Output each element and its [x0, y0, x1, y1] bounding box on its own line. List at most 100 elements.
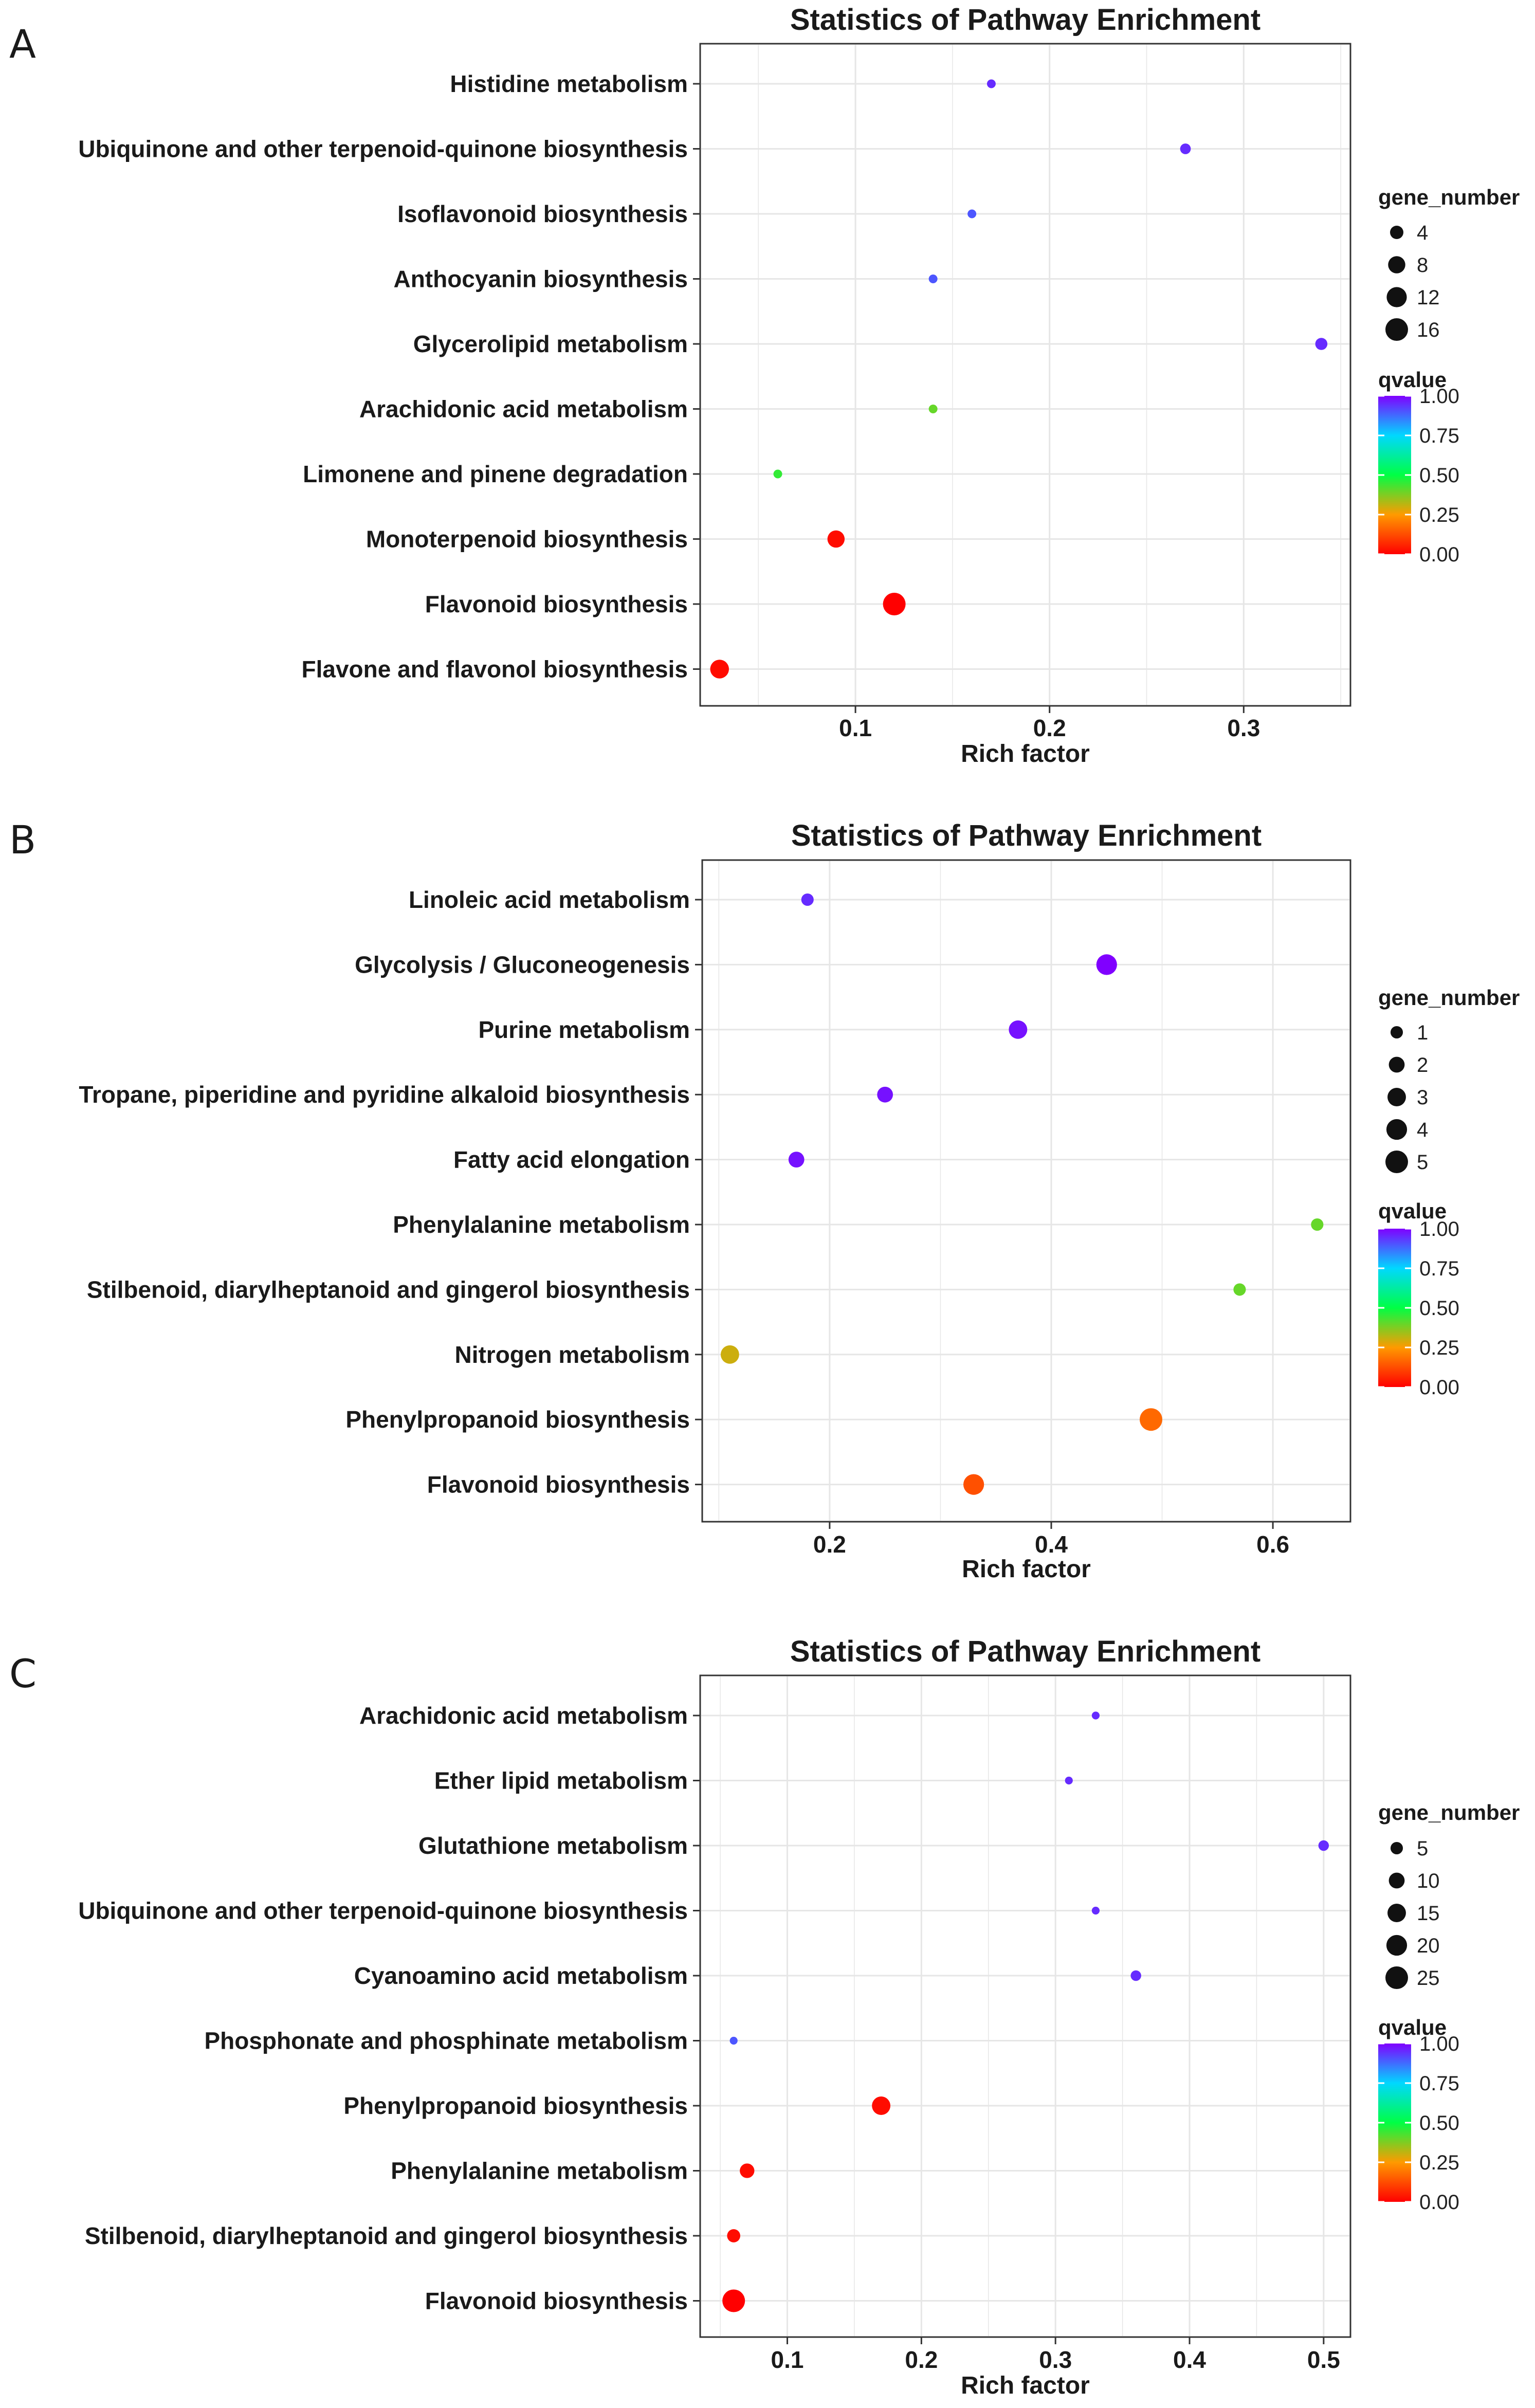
y-tick-label: Linoleic acid metabolism — [409, 886, 690, 913]
data-point — [1311, 1218, 1324, 1231]
chart-title: Statistics of Pathway Enrichment — [791, 819, 1262, 852]
data-point — [963, 1474, 984, 1495]
color-legend-label: 1.00 — [1419, 2033, 1459, 2055]
color-legend-label: 0.00 — [1419, 1376, 1459, 1399]
size-legend-key — [1386, 287, 1407, 307]
chart-title: Statistics of Pathway Enrichment — [790, 1635, 1260, 1668]
x-tick-label: 0.4 — [1173, 2346, 1206, 2373]
y-tick-label: Ether lipid metabolism — [434, 1767, 688, 1794]
data-point — [928, 275, 938, 283]
y-tick-label: Phenylpropanoid biosynthesis — [343, 2092, 688, 2119]
y-tick-label: Glutathione metabolism — [418, 1832, 688, 1859]
size-legend-label: 25 — [1417, 1967, 1440, 1990]
size-legend-key — [1387, 1088, 1406, 1106]
data-point — [1233, 1283, 1246, 1296]
y-tick-label: Limonene and pinene degradation — [303, 461, 688, 487]
x-tick-label: 0.2 — [1033, 715, 1066, 741]
color-legend-label: 0.00 — [1419, 2191, 1459, 2214]
size-legend-label: 8 — [1417, 254, 1428, 277]
color-legend-title: qvalue — [1378, 1199, 1447, 1223]
data-point — [1180, 143, 1191, 154]
color-legend-label: 0.75 — [1419, 1257, 1459, 1280]
y-tick-label: Stilbenoid, diarylheptanoid and gingerol… — [85, 2222, 688, 2249]
data-point — [986, 79, 996, 88]
y-tick-label: Anthocyanin biosynthesis — [393, 266, 688, 293]
color-legend-label: 0.75 — [1419, 2072, 1459, 2095]
data-point — [928, 405, 938, 413]
y-tick-label: Tropane, piperidine and pyridine alkaloi… — [79, 1081, 690, 1108]
data-point — [788, 1152, 805, 1167]
size-legend-key — [1390, 1026, 1403, 1039]
x-tick-label: 0.1 — [839, 715, 872, 741]
color-legend-label: 1.00 — [1419, 385, 1459, 408]
size-legend-label: 12 — [1417, 286, 1440, 309]
size-legend-key — [1388, 1872, 1405, 1889]
plot-area — [699, 1674, 1351, 2338]
color-legend-title: qvalue — [1378, 2015, 1447, 2039]
size-legend-label: 20 — [1417, 1935, 1440, 1957]
color-legend-label: 1.00 — [1419, 1218, 1459, 1241]
data-point — [967, 209, 977, 218]
panel-label: C — [9, 1651, 36, 1696]
y-tick-label: Ubiquinone and other terpenoid-quinone b… — [78, 1898, 688, 1924]
size-legend-label: 10 — [1417, 1870, 1440, 1892]
size-legend-key — [1388, 256, 1405, 273]
data-point — [1140, 1408, 1162, 1431]
data-point — [773, 469, 782, 479]
size-legend-label: 5 — [1417, 1837, 1428, 1860]
chart-title: Statistics of Pathway Enrichment — [790, 3, 1260, 37]
y-tick-label: Arachidonic acid metabolism — [359, 396, 688, 423]
y-tick-label: Stilbenoid, diarylheptanoid and gingerol… — [87, 1276, 690, 1303]
x-axis-label: Rich factor — [961, 740, 1090, 768]
y-tick-label: Flavonoid biosynthesis — [427, 1471, 690, 1498]
plot-area — [701, 859, 1351, 1523]
data-point — [1091, 1906, 1100, 1915]
size-legend-key — [1385, 318, 1408, 341]
size-legend-key — [1390, 1841, 1403, 1855]
data-point — [1091, 1711, 1100, 1720]
size-legend-key — [1386, 1119, 1408, 1140]
y-tick-label: Phenylpropanoid biosynthesis — [345, 1406, 690, 1433]
size-legend-key — [1386, 1935, 1408, 1956]
color-legend-label: 0.25 — [1419, 1337, 1459, 1359]
color-legend-label: 0.25 — [1419, 504, 1459, 526]
size-legend-key — [1390, 226, 1403, 239]
color-legend-title: qvalue — [1378, 368, 1447, 392]
size-legend-label: 3 — [1417, 1086, 1428, 1109]
panel-c: C Statistics of Pathway Enrichment Arachid… — [9, 1635, 1520, 2399]
y-tick-label: Flavonoid biosynthesis — [425, 2288, 688, 2314]
size-legend-key — [1385, 1151, 1408, 1173]
x-tick-label: 0.2 — [905, 2346, 938, 2373]
y-tick-label: Phosphonate and phosphinate metabolism — [204, 2028, 688, 2054]
y-tick-label: Glycerolipid metabolism — [413, 331, 688, 357]
data-point — [1096, 954, 1117, 975]
panel-label: B — [9, 817, 36, 863]
y-tick-label: Histidine metabolism — [450, 70, 688, 97]
y-tick-label: Phenylalanine metabolism — [393, 1211, 690, 1238]
x-tick-label: 0.1 — [771, 2346, 804, 2373]
x-axis-label: Rich factor — [962, 1556, 1091, 1583]
data-point — [801, 893, 814, 906]
data-point — [1009, 1020, 1028, 1039]
size-legend-title: gene_number — [1378, 986, 1520, 1010]
size-legend-title: gene_number — [1378, 185, 1520, 209]
data-point — [1065, 1776, 1073, 1785]
size-legend-key — [1387, 1904, 1406, 1922]
y-tick-label: Ubiquinone and other terpenoid-quinone b… — [78, 136, 688, 162]
y-tick-label: Monoterpenoid biosynthesis — [366, 526, 688, 553]
color-legend-label: 0.50 — [1419, 464, 1459, 487]
data-point — [883, 593, 906, 615]
plot-area — [699, 43, 1351, 707]
data-point — [720, 1345, 739, 1364]
y-tick-label: Flavone and flavonol biosynthesis — [302, 656, 688, 683]
data-point — [827, 530, 845, 548]
data-point — [1315, 338, 1328, 350]
y-tick-label: Nitrogen metabolism — [454, 1341, 690, 1368]
x-tick-label: 0.3 — [1039, 2346, 1072, 2373]
size-legend-label: 1 — [1417, 1021, 1428, 1044]
data-point — [729, 2036, 738, 2045]
size-legend-label: 4 — [1417, 1119, 1428, 1141]
size-legend-label: 16 — [1417, 319, 1440, 341]
size-legend-label: 5 — [1417, 1151, 1428, 1174]
